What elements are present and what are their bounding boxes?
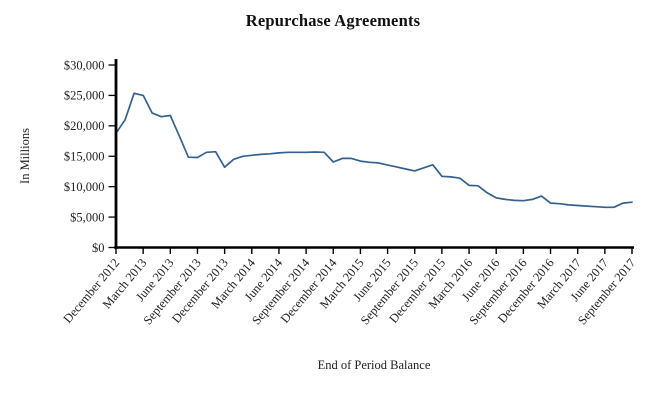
- y-tick-label: $20,000: [64, 119, 105, 133]
- y-tick-label: $15,000: [64, 150, 105, 164]
- y-tick-label: $0: [92, 241, 105, 255]
- y-axis-title: In Millions: [18, 128, 32, 184]
- y-axis-ticks: [108, 64, 115, 249]
- x-axis-title: End of Period Balance: [318, 358, 431, 372]
- y-tick-label: $5,000: [70, 210, 104, 224]
- y-tick-label: $10,000: [64, 180, 105, 194]
- y-axis-tick-labels: $0 $5,000 $10,000 $15,000 $20,000 $25,000 $30,…: [64, 58, 105, 255]
- series-line: [115, 92, 633, 209]
- y-tick-label: $25,000: [64, 89, 105, 103]
- chart-title: Repurchase Agreements: [245, 11, 421, 30]
- y-tick-label: $30,000: [64, 58, 105, 72]
